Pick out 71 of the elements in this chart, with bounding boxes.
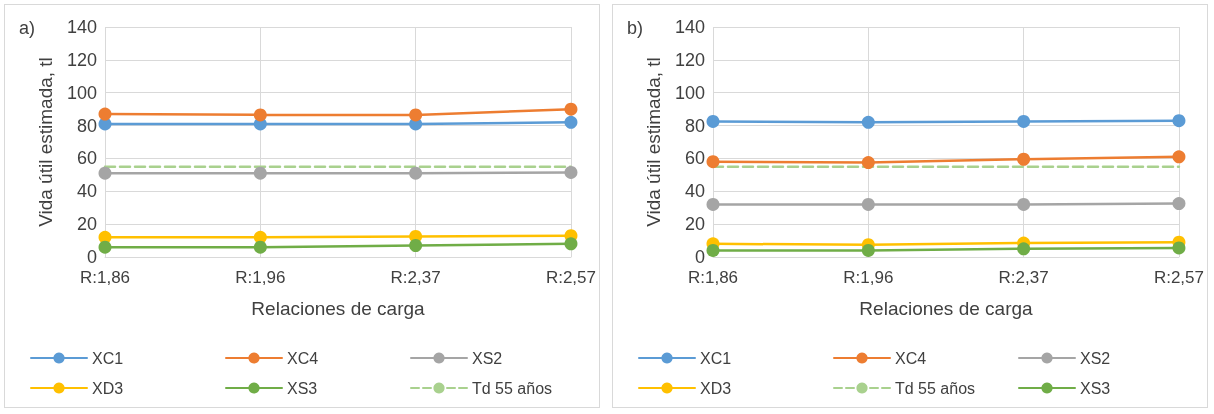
legend-label: XC4 (895, 349, 927, 367)
y-tick-label: 120 (66, 49, 97, 70)
legend-label: XD3 (700, 379, 732, 397)
y-tick-label: 100 (674, 82, 705, 103)
x-tick-label: R:2,37 (998, 268, 1049, 287)
point (564, 237, 578, 251)
x-tick-label: R:1,96 (843, 268, 894, 287)
point (706, 243, 720, 257)
legend-label: XD3 (92, 379, 124, 397)
y-tick-label: 20 (684, 214, 705, 235)
point (861, 197, 875, 211)
point (1017, 152, 1031, 166)
point (706, 197, 720, 211)
point (706, 155, 720, 169)
x-tick-label: R:2,37 (390, 268, 441, 287)
point (409, 108, 423, 122)
y-axis-title: Vida útil estimada, tl (35, 57, 56, 227)
y-tick-label: 140 (674, 17, 705, 37)
legend-label: XS2 (1080, 349, 1111, 367)
y-tick-label: 80 (76, 115, 97, 136)
y-tick-label: 120 (674, 49, 705, 70)
y-tick-label: 0 (86, 247, 97, 267)
x-tick-label: R:1,96 (235, 268, 286, 287)
point (98, 107, 112, 121)
point (98, 166, 112, 180)
point (253, 240, 267, 254)
x-tick-label: R:1,86 (79, 268, 131, 287)
x-axis-title: Relaciones de carga (251, 298, 426, 319)
y-tick-label: 60 (684, 148, 705, 169)
y-tick-label: 80 (684, 115, 705, 136)
y-tick-label: 140 (66, 17, 97, 37)
x-tick-label: R:2,57 (545, 268, 596, 287)
point (1172, 150, 1186, 164)
x-tick-label: R:2,57 (1153, 268, 1204, 287)
point (1172, 197, 1186, 211)
x-axis-title: Relaciones de carga (859, 298, 1034, 319)
y-axis-title: Vida útil estimada, tl (643, 57, 664, 227)
legend-label: XC1 (700, 349, 732, 367)
legend-label: XS2 (472, 349, 503, 367)
point (706, 114, 720, 128)
point (1017, 242, 1031, 256)
point (861, 115, 875, 129)
x-tick-label: R:1,86 (687, 268, 739, 287)
legend-label: Td 55 años (895, 379, 976, 397)
point (564, 115, 578, 129)
legend-label: Td 55 años (472, 379, 553, 397)
point (1172, 241, 1186, 255)
point (564, 165, 578, 179)
point (253, 108, 267, 122)
legend-label: XS3 (1080, 379, 1111, 397)
y-tick-label: 0 (694, 247, 705, 267)
point (409, 166, 423, 180)
point (98, 240, 112, 254)
y-tick-label: 20 (76, 214, 97, 235)
point (861, 243, 875, 257)
point (1172, 114, 1186, 128)
point (861, 156, 875, 170)
y-tick-label: 100 (66, 82, 97, 103)
point (564, 102, 578, 116)
legend-label: XC1 (92, 349, 124, 367)
point (409, 239, 423, 252)
point (1017, 197, 1031, 211)
point (253, 166, 267, 180)
y-tick-label: 40 (76, 181, 97, 202)
y-tick-label: 40 (684, 181, 705, 202)
legend-label: XS3 (287, 379, 318, 397)
text: b) (627, 18, 644, 38)
y-tick-label: 60 (76, 148, 97, 169)
text: a) (19, 18, 36, 38)
point (1017, 114, 1031, 128)
legend-label: XC4 (287, 349, 319, 367)
